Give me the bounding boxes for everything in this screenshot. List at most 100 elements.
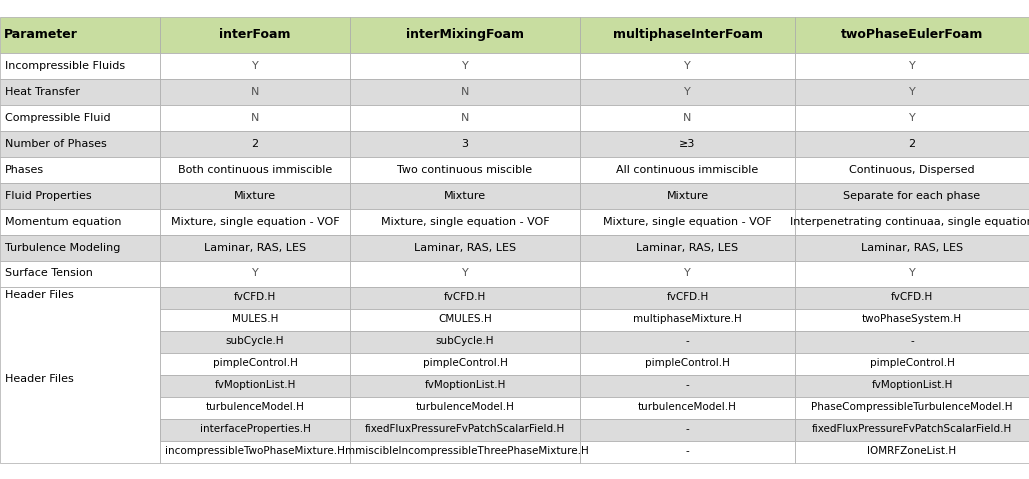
Bar: [795, 53, 1029, 79]
Bar: [350, 419, 580, 441]
Bar: [0, 130, 159, 157]
Text: Two continuous miscible: Two continuous miscible: [397, 164, 533, 174]
Text: N: N: [251, 113, 259, 123]
Text: subCycle.H: subCycle.H: [225, 337, 284, 346]
Bar: [580, 375, 795, 397]
Bar: [580, 79, 795, 104]
Bar: [159, 16, 350, 53]
Bar: [580, 353, 795, 375]
Bar: [159, 353, 350, 375]
Bar: [795, 375, 1029, 397]
Text: Laminar, RAS, LES: Laminar, RAS, LES: [414, 242, 517, 252]
Bar: [350, 157, 580, 182]
Text: Y: Y: [252, 269, 258, 278]
Bar: [580, 208, 795, 235]
Text: multiphaseMixture.H: multiphaseMixture.H: [633, 315, 742, 324]
Text: Mixture, single equation - VOF: Mixture, single equation - VOF: [603, 217, 772, 227]
Text: Y: Y: [684, 87, 690, 96]
Bar: [795, 208, 1029, 235]
Text: All continuous immiscible: All continuous immiscible: [616, 164, 758, 174]
Text: N: N: [683, 113, 691, 123]
Bar: [350, 308, 580, 331]
Bar: [159, 419, 350, 441]
Bar: [159, 157, 350, 182]
Bar: [795, 331, 1029, 353]
Bar: [159, 286, 350, 308]
Text: Heat Transfer: Heat Transfer: [5, 87, 80, 96]
Text: MULES.H: MULES.H: [232, 315, 278, 324]
Bar: [580, 130, 795, 157]
Text: pimpleControl.H: pimpleControl.H: [423, 358, 507, 368]
Text: Momentum equation: Momentum equation: [5, 217, 121, 227]
Text: PhaseCompressibleTurbulenceModel.H: PhaseCompressibleTurbulenceModel.H: [811, 402, 1013, 412]
Text: Y: Y: [462, 269, 468, 278]
Text: pimpleControl.H: pimpleControl.H: [870, 358, 955, 368]
Text: -: -: [685, 446, 689, 456]
Bar: [159, 308, 350, 331]
Text: Turbulence Modeling: Turbulence Modeling: [5, 242, 120, 252]
Text: Header Files: Header Files: [5, 375, 74, 385]
Bar: [795, 353, 1029, 375]
Bar: [580, 104, 795, 130]
Text: fvMoptionList.H: fvMoptionList.H: [424, 380, 505, 390]
Text: Laminar, RAS, LES: Laminar, RAS, LES: [637, 242, 739, 252]
Text: turbulenceModel.H: turbulenceModel.H: [638, 402, 737, 412]
Bar: [350, 261, 580, 286]
Bar: [159, 53, 350, 79]
Text: fvCFD.H: fvCFD.H: [443, 293, 486, 303]
Bar: [580, 157, 795, 182]
Bar: [0, 261, 159, 286]
Text: Compressible Fluid: Compressible Fluid: [5, 113, 111, 123]
Bar: [350, 235, 580, 261]
Bar: [159, 375, 350, 397]
Text: Header Files: Header Files: [5, 290, 74, 300]
Bar: [580, 235, 795, 261]
Text: Y: Y: [684, 60, 690, 70]
Bar: [795, 419, 1029, 441]
Bar: [350, 130, 580, 157]
Text: Continuous, Dispersed: Continuous, Dispersed: [849, 164, 974, 174]
Text: Y: Y: [252, 60, 258, 70]
Bar: [159, 104, 350, 130]
Text: twoPhaseEulerFoam: twoPhaseEulerFoam: [841, 28, 983, 41]
Bar: [350, 331, 580, 353]
Text: 2: 2: [909, 138, 916, 148]
Text: turbulenceModel.H: turbulenceModel.H: [206, 402, 305, 412]
Bar: [350, 208, 580, 235]
Text: Number of Phases: Number of Phases: [5, 138, 107, 148]
Bar: [580, 397, 795, 419]
Bar: [350, 375, 580, 397]
Bar: [795, 182, 1029, 208]
Bar: [350, 397, 580, 419]
Text: -: -: [685, 424, 689, 434]
Bar: [0, 286, 159, 463]
Text: Y: Y: [909, 113, 916, 123]
Bar: [795, 79, 1029, 104]
Bar: [580, 308, 795, 331]
Text: Both continuous immiscible: Both continuous immiscible: [178, 164, 332, 174]
Bar: [350, 79, 580, 104]
Bar: [795, 286, 1029, 308]
Bar: [159, 261, 350, 286]
Bar: [159, 441, 350, 463]
Bar: [795, 235, 1029, 261]
Text: Interpenetrating continuaa, single equation: Interpenetrating continuaa, single equat…: [790, 217, 1029, 227]
Bar: [795, 16, 1029, 53]
Text: turbulenceModel.H: turbulenceModel.H: [416, 402, 514, 412]
Text: Y: Y: [909, 269, 916, 278]
Bar: [0, 182, 159, 208]
Text: -: -: [685, 380, 689, 390]
Bar: [350, 16, 580, 53]
Text: Phases: Phases: [5, 164, 44, 174]
Text: interfaceProperties.H: interfaceProperties.H: [200, 424, 311, 434]
Bar: [580, 182, 795, 208]
Text: 2: 2: [251, 138, 258, 148]
Bar: [0, 16, 159, 53]
Bar: [795, 441, 1029, 463]
Bar: [0, 79, 159, 104]
Bar: [350, 353, 580, 375]
Text: Mixture: Mixture: [667, 191, 709, 201]
Text: fvMoptionList.H: fvMoptionList.H: [872, 380, 953, 390]
Text: N: N: [461, 113, 469, 123]
Bar: [795, 261, 1029, 286]
